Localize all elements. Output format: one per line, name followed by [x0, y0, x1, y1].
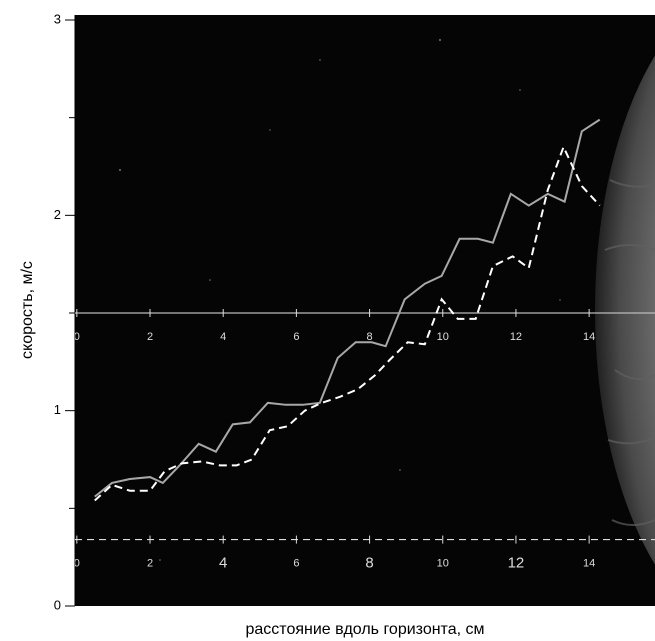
y-tick-label: 0 — [54, 597, 61, 612]
x-tick-label: 4 — [220, 331, 226, 343]
background — [75, 15, 655, 606]
y-tick-label: 2 — [54, 207, 61, 222]
x-tick-label: 14 — [583, 331, 595, 343]
series-line — [94, 118, 601, 498]
x-tick-label: 2 — [147, 557, 153, 569]
y-tick-label: 3 — [54, 11, 61, 26]
y-axis-label: скорость, м/с — [19, 261, 36, 359]
x-tick-label: 6 — [293, 331, 299, 343]
x-tick-label: 0 — [74, 331, 80, 343]
x-tick-label: 14 — [583, 557, 595, 569]
series-line — [94, 144, 601, 502]
x-tick-label: 12 — [508, 555, 525, 572]
x-tick-label: 12 — [510, 331, 522, 343]
y-tick-label: 1 — [54, 402, 61, 417]
x-tick-label: 0 — [74, 557, 80, 569]
x-tick-label: 8 — [367, 331, 373, 343]
x-tick-label: 8 — [365, 555, 373, 572]
x-tick-label: 10 — [437, 557, 449, 569]
x-tick-label: 6 — [293, 557, 299, 569]
x-tick-label: 4 — [219, 555, 227, 572]
plot: 0 2 4 6 8 10 12 14 0 2 4 6 8 10 12 14 — [74, 118, 655, 572]
x-tick-label: 10 — [437, 331, 449, 343]
x-axis-label: расстояние вдоль горизонта, см — [246, 621, 485, 638]
x-tick-label: 2 — [147, 331, 153, 343]
